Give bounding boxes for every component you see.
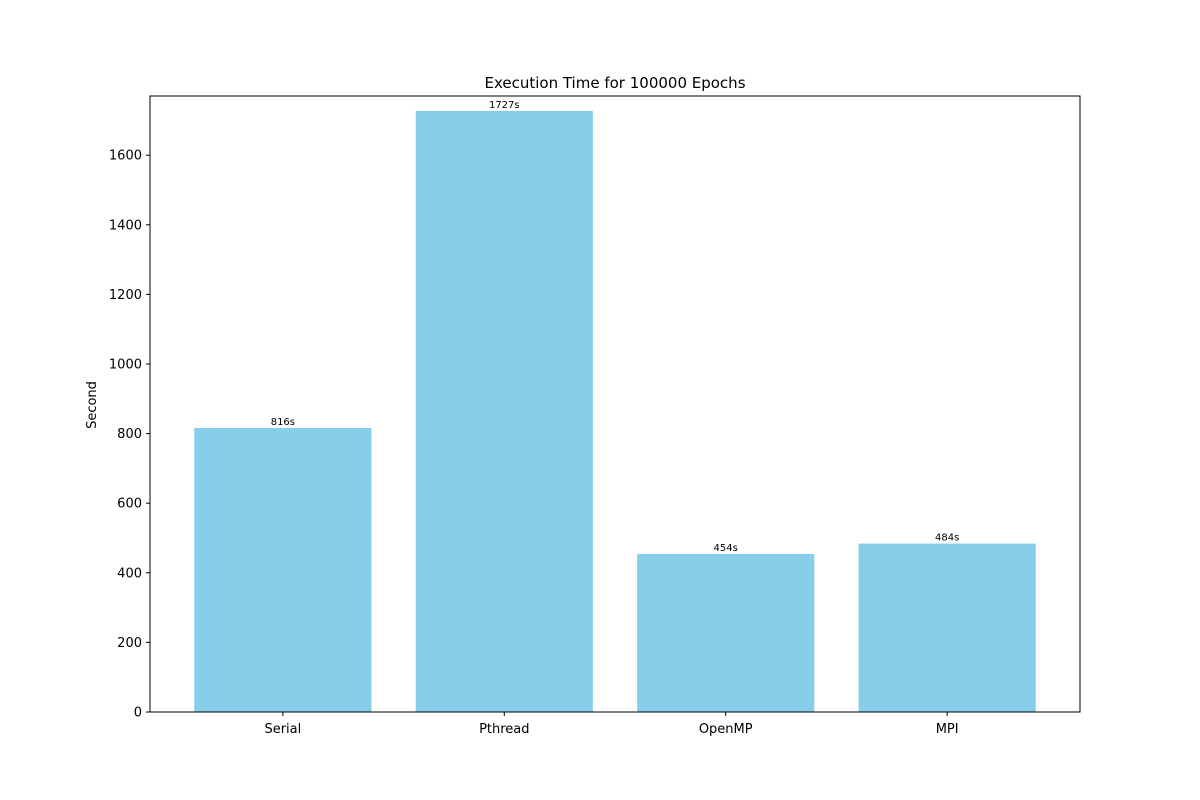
y-tick-label-0: 0 bbox=[134, 706, 142, 721]
y-tick-label-1200: 1200 bbox=[109, 288, 142, 303]
data-label-mpi: 484s bbox=[935, 533, 959, 544]
x-tick-label-serial: Serial bbox=[264, 722, 301, 737]
x-tick-label-mpi: MPI bbox=[936, 722, 959, 737]
bar-pthread bbox=[415, 110, 593, 712]
y-axis-label: Second bbox=[85, 381, 100, 429]
y-tick-label-800: 800 bbox=[117, 427, 142, 442]
y-tick-label-600: 600 bbox=[117, 497, 142, 512]
bar-mpi bbox=[858, 543, 1036, 712]
plot-frame bbox=[149, 95, 1081, 713]
y-tick-label-400: 400 bbox=[117, 566, 142, 581]
chart-title: Execution Time for 100000 Epochs bbox=[484, 74, 745, 92]
y-tick-label-1600: 1600 bbox=[109, 149, 142, 164]
data-label-openmp: 454s bbox=[714, 543, 738, 554]
plot-area: 816s Serial 1727s Pthread 454s OpenMP 484s MPI 0… bbox=[109, 100, 1036, 737]
x-tick-label-pthread: Pthread bbox=[479, 722, 529, 737]
y-tick-label-1000: 1000 bbox=[109, 357, 142, 372]
data-label-serial: 816s bbox=[271, 417, 295, 428]
bar-serial bbox=[194, 428, 372, 712]
bar-openmp bbox=[637, 554, 815, 712]
y-tick-label-1400: 1400 bbox=[109, 218, 142, 233]
data-label-pthread: 1727s bbox=[489, 100, 520, 111]
y-tick-label-200: 200 bbox=[117, 636, 142, 651]
x-tick-label-openmp: OpenMP bbox=[699, 722, 753, 737]
